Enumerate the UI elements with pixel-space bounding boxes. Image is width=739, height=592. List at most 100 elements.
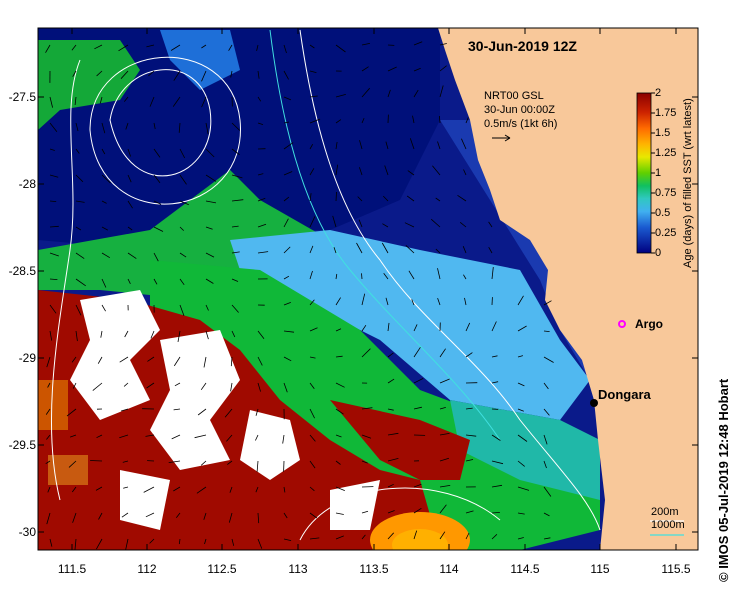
current-arrow xyxy=(74,538,77,550)
eddy-contour xyxy=(109,69,212,177)
current-arrow xyxy=(147,356,155,362)
current-arrow xyxy=(543,356,554,363)
current-arrow xyxy=(175,512,181,519)
current-arrow xyxy=(359,167,363,176)
current-arrow xyxy=(283,70,289,80)
current-arrow xyxy=(412,115,415,124)
colorbar-tick-label: 0.5 xyxy=(655,207,671,219)
current-arrow xyxy=(257,356,263,366)
current-arrow xyxy=(491,381,499,384)
current-arrow xyxy=(231,174,243,179)
current-arrow xyxy=(99,96,103,104)
current-arrow xyxy=(335,355,343,358)
current-arrow xyxy=(385,297,389,306)
current-arrow xyxy=(361,348,371,358)
current-arrow xyxy=(463,169,467,176)
current-arrow xyxy=(121,512,129,518)
colorbar-tick-label: 1.5 xyxy=(655,127,671,139)
current-arrow xyxy=(413,507,422,514)
current-arrow xyxy=(257,251,269,254)
current-arrow xyxy=(66,408,77,417)
cloud-region xyxy=(150,330,240,470)
current-arrow xyxy=(309,460,316,469)
current-arrow xyxy=(435,248,441,254)
current-arrow xyxy=(46,512,51,525)
current-arrow xyxy=(439,504,447,514)
current-arrow xyxy=(71,44,77,51)
current-arrow xyxy=(465,510,474,514)
current-arrow xyxy=(177,330,181,342)
current-arrow xyxy=(309,356,316,359)
current-arrow xyxy=(72,382,77,389)
current-arrow xyxy=(146,382,155,389)
colorbar-title: Age (days) of filled SST (wrt latest) xyxy=(682,98,694,268)
current-arrow xyxy=(309,327,318,332)
current-arrow xyxy=(357,196,363,202)
current-arrow xyxy=(257,96,262,102)
current-arrow xyxy=(517,486,530,491)
current-arrow xyxy=(437,268,441,280)
current-arrow xyxy=(75,252,85,259)
current-arrow xyxy=(361,273,363,280)
current-arrow xyxy=(101,304,106,312)
current-arrow xyxy=(153,278,158,285)
current-arrow xyxy=(120,70,129,79)
lon-tick-label: 111.5 xyxy=(57,562,87,576)
current-arrow xyxy=(465,459,474,462)
current-arrow xyxy=(101,122,106,134)
isobath-200m-line xyxy=(50,59,81,501)
current-arrow xyxy=(49,148,55,151)
current-arrow xyxy=(203,512,207,520)
current-arrow xyxy=(257,538,263,549)
current-arrow xyxy=(123,486,129,489)
current-arrow xyxy=(173,486,181,492)
current-arrow xyxy=(256,460,259,472)
current-arrow xyxy=(543,300,552,306)
axis-ticks xyxy=(38,28,698,550)
current-arrow xyxy=(491,434,501,441)
current-arrow xyxy=(150,330,155,339)
current-arrow xyxy=(491,534,498,540)
sst-field xyxy=(38,28,698,550)
current-arrow xyxy=(255,408,259,416)
current-arrow xyxy=(543,330,550,332)
current-arrow xyxy=(457,194,467,202)
current-arrow xyxy=(75,174,84,183)
current-arrow xyxy=(68,460,77,468)
current-arrow xyxy=(387,89,391,98)
current-arrow xyxy=(387,352,394,358)
current-arrow xyxy=(46,356,51,368)
current-arrow xyxy=(201,70,207,82)
current-arrow xyxy=(178,538,181,545)
current-arrow xyxy=(309,168,315,176)
current-arrow xyxy=(387,432,399,436)
current-arrow xyxy=(228,512,233,523)
current-arrow xyxy=(335,512,344,515)
current-arrow xyxy=(383,195,389,202)
current-arrow xyxy=(361,534,366,540)
cloud-region xyxy=(240,410,300,480)
warm-region xyxy=(38,380,68,430)
current-arrow xyxy=(257,197,266,202)
current-arrow xyxy=(101,200,107,204)
current-arrow xyxy=(71,486,77,493)
current-arrow xyxy=(125,122,129,130)
current-arrow xyxy=(387,322,390,332)
current-arrow xyxy=(283,44,287,54)
current-arrow xyxy=(123,382,129,387)
current-arrow xyxy=(145,434,155,437)
current-arrow xyxy=(231,538,235,546)
current-arrow xyxy=(257,70,260,79)
current-arrow xyxy=(153,252,159,262)
current-arrow xyxy=(179,304,185,317)
current-arrow xyxy=(127,226,133,231)
current-arrow xyxy=(171,434,181,440)
current-arrow xyxy=(517,355,524,358)
current-arrow xyxy=(123,96,129,102)
current-arrow xyxy=(309,512,318,519)
current-arrow xyxy=(197,408,207,416)
lat-tick-label: -29.5 xyxy=(8,438,36,452)
current-arrow xyxy=(257,382,261,392)
eddy-contour xyxy=(89,57,241,205)
current-arrow xyxy=(283,512,288,519)
